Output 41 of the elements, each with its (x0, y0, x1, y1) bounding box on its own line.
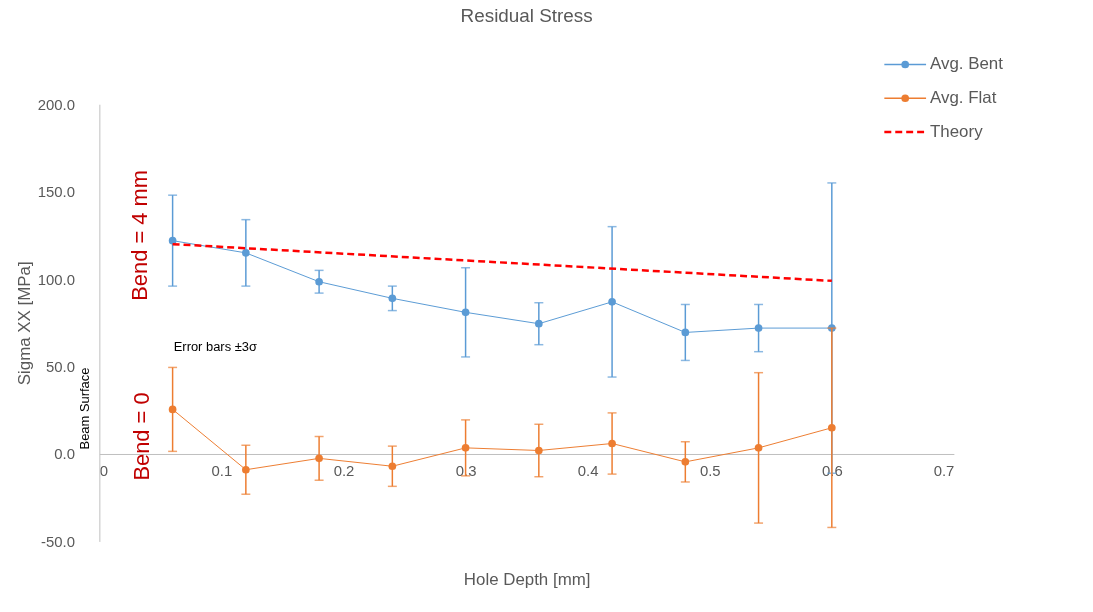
point (754, 444, 763, 452)
point (242, 465, 250, 474)
y-tick-label: 50.0 (46, 359, 76, 376)
x-axis-title: Hole Depth [mm] (463, 569, 591, 589)
annotation: Error bars ±3σ (173, 339, 257, 355)
x-tick-label: 0.7 (933, 463, 955, 480)
y-axis-title: Sigma XX [MPa] (14, 261, 34, 386)
legend-label: Avg. Bent (930, 54, 1004, 74)
point (168, 405, 177, 414)
x-tick-label: 0 (99, 463, 109, 480)
point (461, 444, 470, 452)
point (827, 423, 836, 432)
annotation: Bend = 4 mm (126, 170, 152, 301)
x-tick-label: 0.4 (577, 463, 599, 480)
legend-label: Avg. Flat (930, 88, 997, 108)
y-tick-label: 150.0 (37, 184, 76, 201)
x-tick-label: 0.2 (333, 463, 355, 480)
text: Beam Surface (76, 367, 92, 450)
point (168, 236, 177, 245)
point (534, 446, 543, 455)
point (242, 249, 250, 257)
y-tick-label: -50.0 (41, 533, 76, 550)
legend-label: Theory (930, 122, 984, 142)
chart-title: Residual Stress (460, 4, 593, 26)
annotation: Bend = 0 (129, 392, 155, 481)
point (388, 294, 397, 303)
point (608, 298, 616, 306)
y-tick-label: 200.0 (37, 96, 76, 113)
point (315, 454, 323, 463)
x-tick-label: 0.5 (699, 463, 721, 480)
point (534, 319, 543, 328)
point (461, 308, 470, 317)
point (681, 328, 690, 337)
y-tick-label: 0.0 (54, 446, 76, 463)
x-tick-label: 0.1 (211, 463, 233, 480)
point (681, 458, 690, 466)
point (754, 324, 763, 332)
y-tick-label: 100.0 (37, 271, 76, 288)
point (388, 462, 397, 471)
point (608, 439, 616, 448)
point (315, 277, 323, 286)
